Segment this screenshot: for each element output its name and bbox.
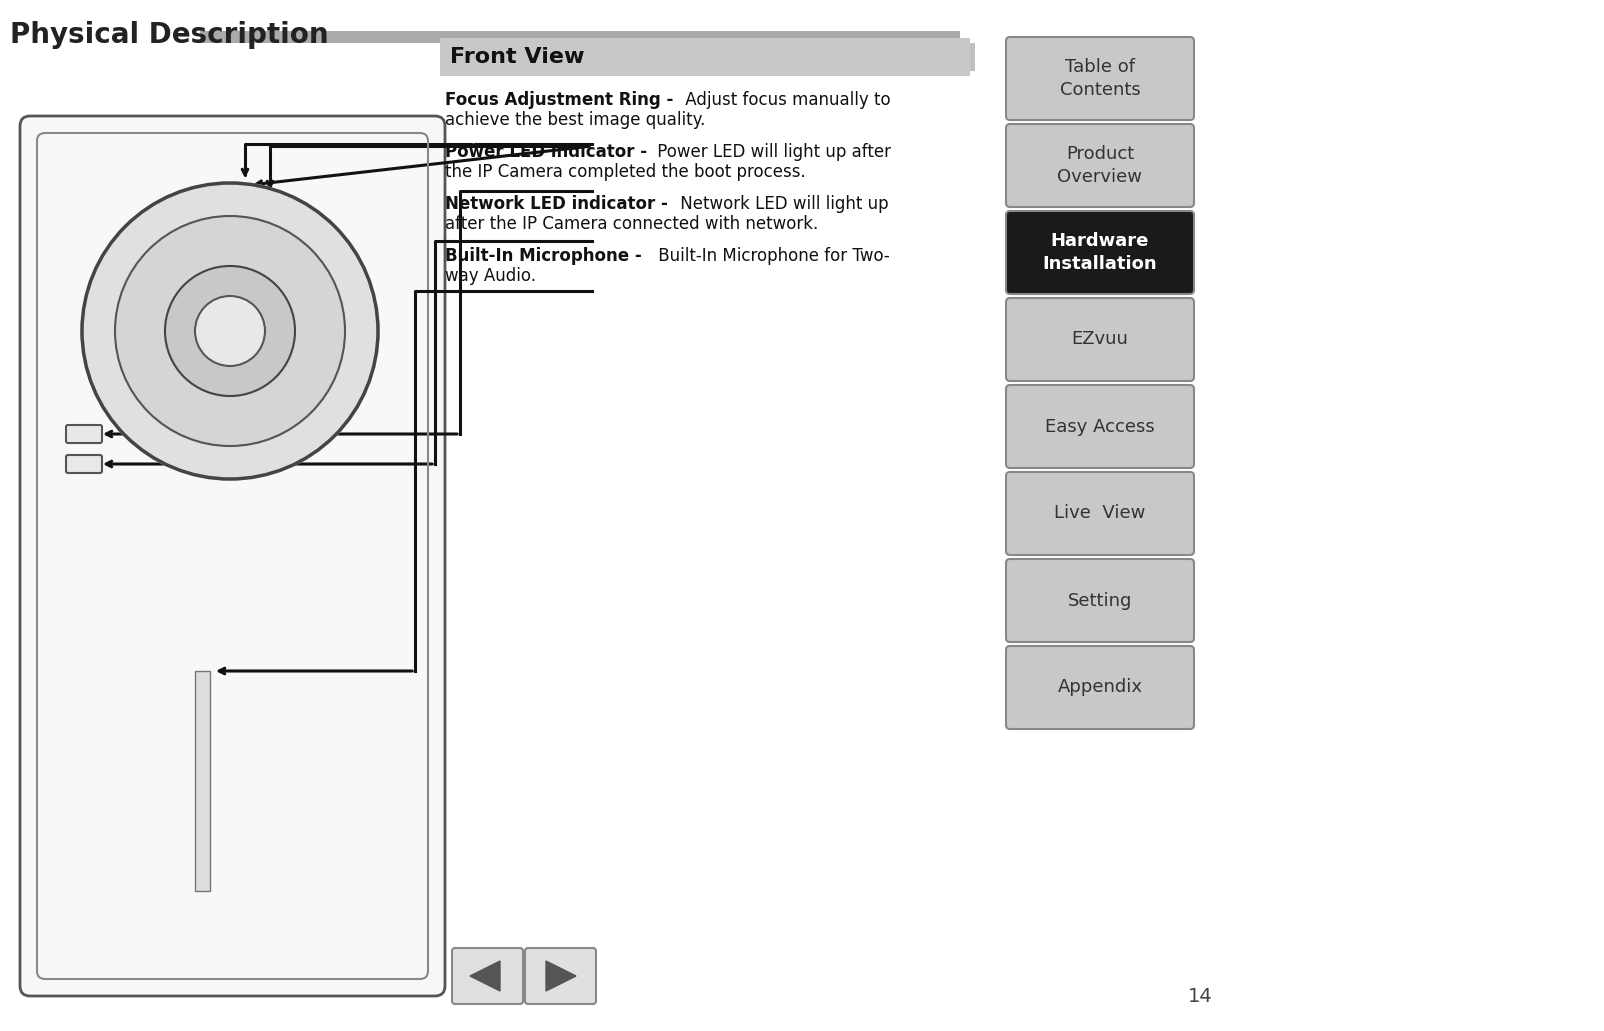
FancyBboxPatch shape [66, 425, 103, 443]
Text: Physical Description: Physical Description [10, 21, 329, 49]
Text: Adjust focus manually to: Adjust focus manually to [680, 91, 890, 109]
FancyBboxPatch shape [66, 455, 103, 473]
FancyBboxPatch shape [200, 31, 961, 43]
Text: 14: 14 [1187, 987, 1213, 1006]
Text: the IP Camera completed the boot process.: the IP Camera completed the boot process… [444, 163, 805, 181]
Text: Built-In Microphone for Two-: Built-In Microphone for Two- [653, 247, 890, 265]
Text: Front View: Front View [451, 47, 584, 67]
FancyBboxPatch shape [19, 117, 444, 996]
Text: Appendix: Appendix [1057, 678, 1142, 697]
Text: Setting: Setting [1068, 592, 1132, 609]
Text: Product
Overview: Product Overview [1057, 144, 1142, 187]
Polygon shape [470, 961, 500, 991]
FancyBboxPatch shape [439, 43, 930, 71]
Text: Hardware
Installation: Hardware Installation [1043, 232, 1158, 273]
Text: EZvuu: EZvuu [1071, 331, 1129, 348]
Text: achieve the best image quality.: achieve the best image quality. [444, 111, 706, 129]
Circle shape [196, 296, 265, 366]
FancyBboxPatch shape [1006, 124, 1193, 207]
Text: Easy Access: Easy Access [1046, 418, 1155, 435]
Text: after the IP Camera connected with network.: after the IP Camera connected with netwo… [444, 215, 818, 233]
FancyBboxPatch shape [1006, 646, 1193, 729]
Text: Network LED indicator -: Network LED indicator - [444, 195, 667, 213]
Text: Network LED will light up: Network LED will light up [675, 195, 889, 213]
FancyBboxPatch shape [439, 38, 970, 76]
Text: Table of
Contents: Table of Contents [1060, 58, 1140, 99]
FancyBboxPatch shape [1006, 37, 1193, 120]
Text: Live  View: Live View [1054, 504, 1145, 523]
FancyBboxPatch shape [1006, 472, 1193, 555]
FancyBboxPatch shape [1006, 559, 1193, 642]
Text: Focus Adjustment Ring -: Focus Adjustment Ring - [444, 91, 674, 109]
Circle shape [115, 217, 345, 446]
FancyBboxPatch shape [525, 947, 597, 1004]
Text: Built-In Microphone -: Built-In Microphone - [444, 247, 642, 265]
Text: Power LED will light up after: Power LED will light up after [651, 143, 890, 161]
Circle shape [165, 266, 295, 396]
FancyBboxPatch shape [1006, 298, 1193, 381]
FancyBboxPatch shape [1006, 385, 1193, 468]
FancyBboxPatch shape [439, 43, 975, 71]
Text: Power LED indicator -: Power LED indicator - [444, 143, 646, 161]
FancyBboxPatch shape [452, 947, 523, 1004]
Text: way Audio.: way Audio. [444, 267, 536, 285]
Circle shape [82, 182, 379, 479]
FancyBboxPatch shape [1006, 211, 1193, 294]
Polygon shape [545, 961, 576, 991]
FancyBboxPatch shape [196, 671, 210, 891]
